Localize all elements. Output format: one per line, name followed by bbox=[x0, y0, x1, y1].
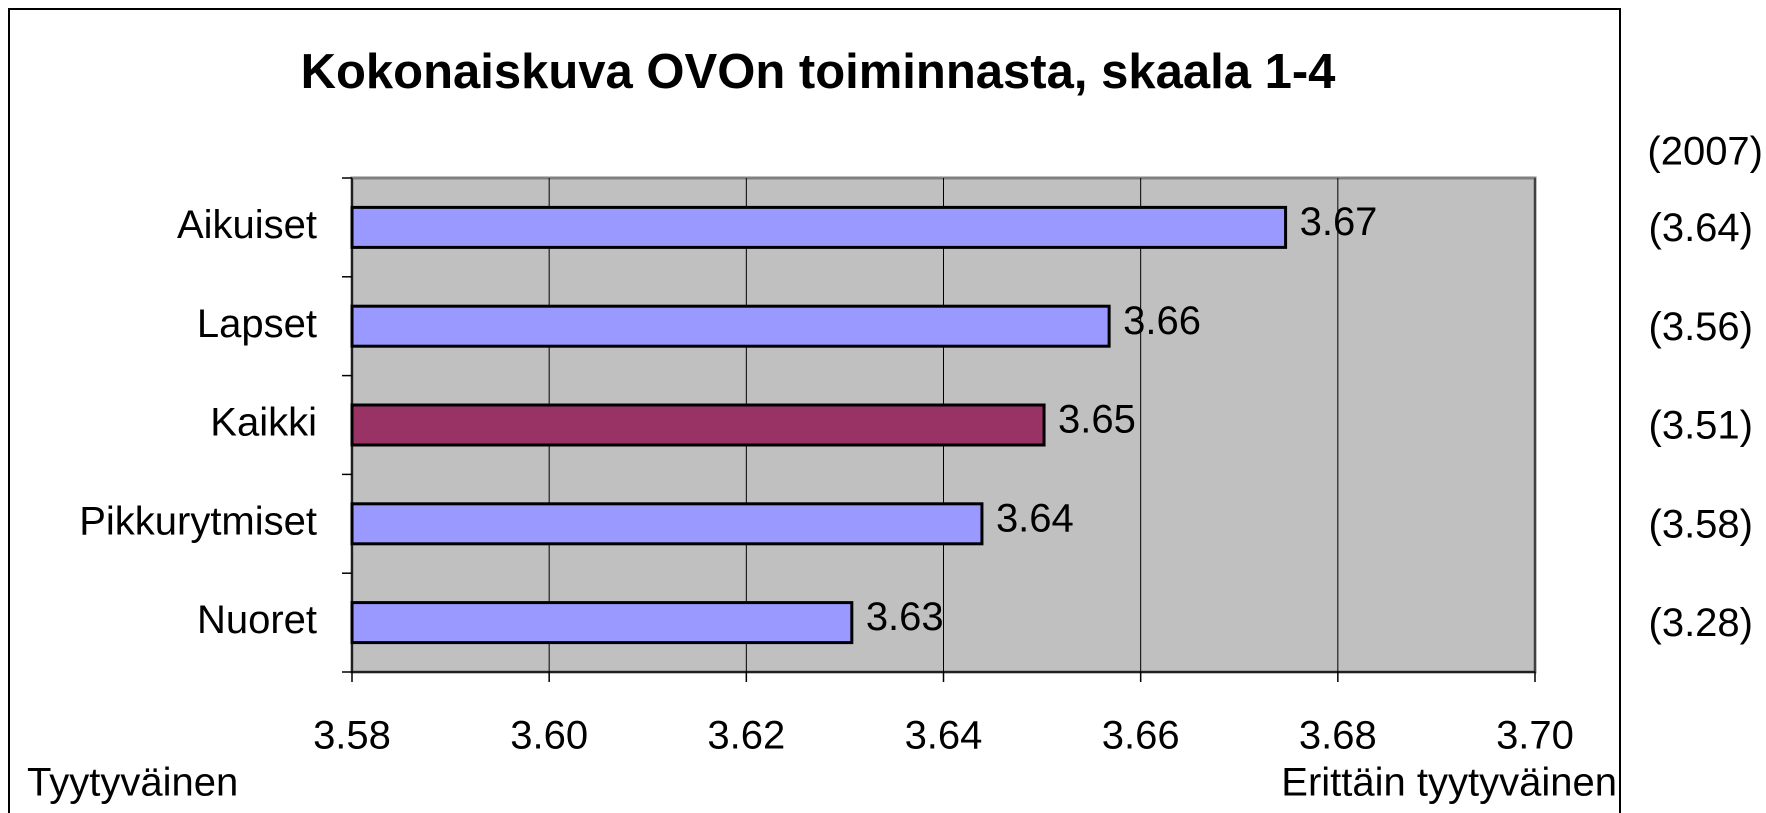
value-label: 3.65 bbox=[1058, 398, 1136, 442]
x-tick-label: 3.68 bbox=[1299, 714, 1377, 758]
value-label: 3.63 bbox=[866, 595, 944, 639]
comparison-label: (3.56) bbox=[1649, 305, 1754, 349]
value-label: 3.67 bbox=[1300, 200, 1378, 244]
x-axis-label-left: Tyytyväinen bbox=[27, 761, 238, 805]
comparison-label: (3.64) bbox=[1649, 206, 1754, 250]
comparison-label: (3.51) bbox=[1649, 404, 1754, 448]
y-tick-label: Nuoret bbox=[197, 598, 317, 642]
value-label: 3.66 bbox=[1123, 299, 1201, 343]
y-tick-label: Pikkurytmiset bbox=[79, 499, 317, 543]
bar bbox=[350, 205, 1288, 249]
bar bbox=[350, 601, 854, 645]
x-tick-label: 3.60 bbox=[510, 714, 588, 758]
value-label: 3.64 bbox=[996, 496, 1074, 540]
comparison-title: (2007) bbox=[1647, 130, 1763, 174]
bar bbox=[350, 304, 1111, 348]
x-tick-label: 3.70 bbox=[1496, 714, 1574, 758]
x-tick-label: 3.62 bbox=[707, 714, 785, 758]
y-tick-label: Aikuiset bbox=[177, 203, 317, 247]
chart-title: Kokonaiskuva OVOn toiminnasta, skaala 1-… bbox=[301, 45, 1336, 99]
x-axis-label-right: Erittäin tyytyväinen bbox=[1281, 761, 1617, 805]
comparison-label: (3.58) bbox=[1649, 502, 1754, 546]
bar bbox=[350, 502, 984, 546]
comparison-label: (3.28) bbox=[1649, 601, 1754, 645]
x-tick-label: 3.58 bbox=[313, 714, 391, 758]
y-tick-label: Kaikki bbox=[210, 401, 317, 445]
x-tick-label: 3.66 bbox=[1102, 714, 1180, 758]
y-tick-label: Lapset bbox=[197, 302, 317, 346]
bar bbox=[350, 403, 1046, 447]
x-tick-label: 3.64 bbox=[905, 714, 983, 758]
